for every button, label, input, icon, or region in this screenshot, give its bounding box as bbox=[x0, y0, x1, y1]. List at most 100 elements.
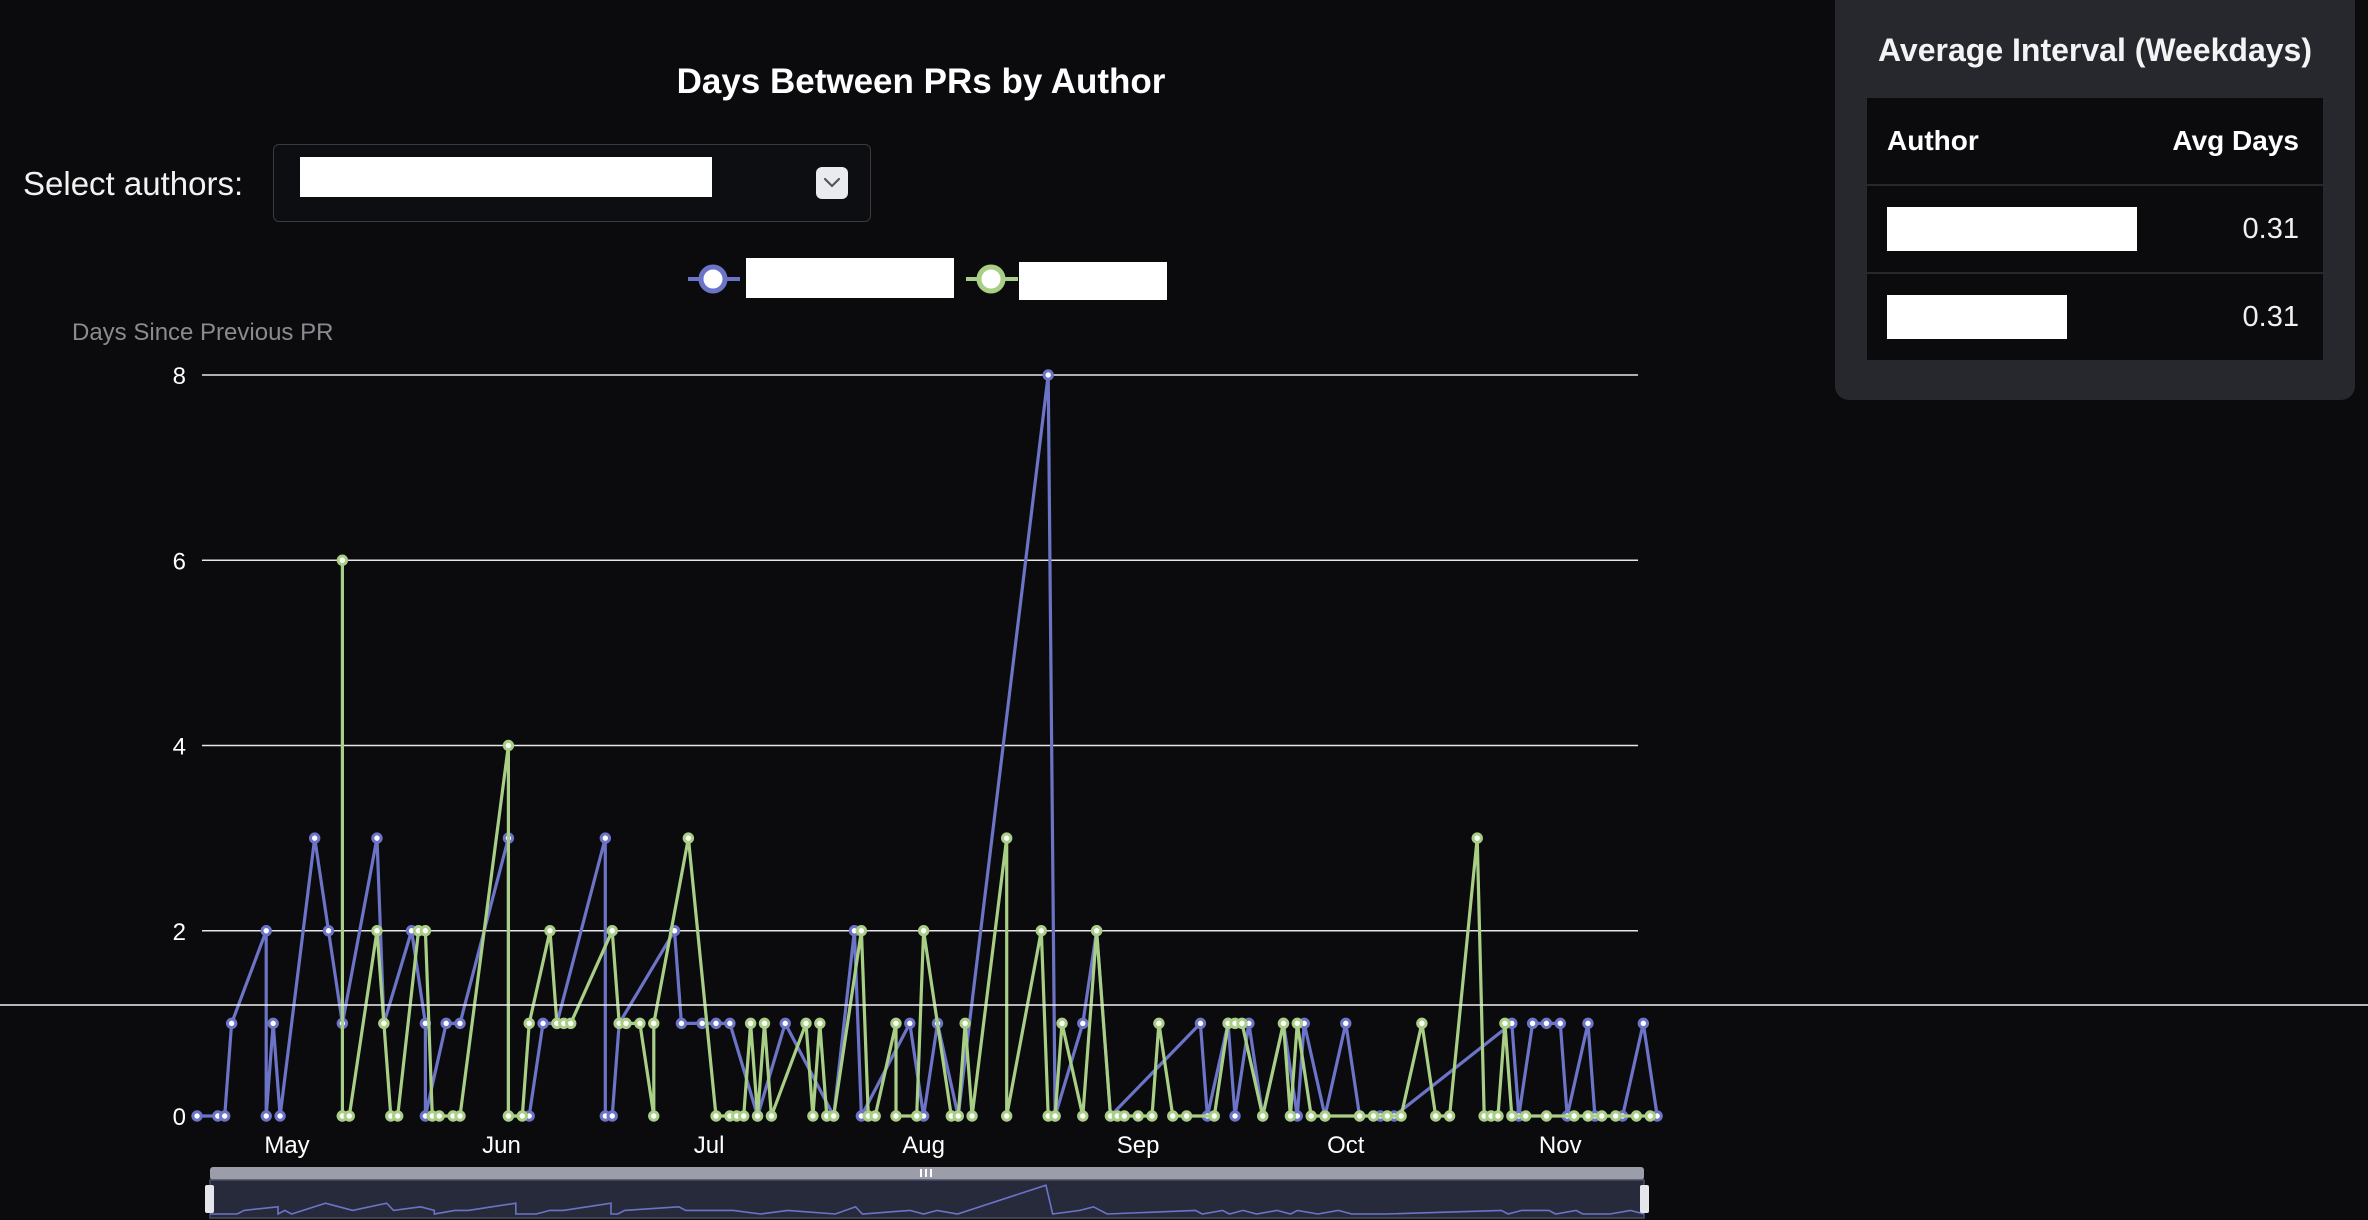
data-point bbox=[606, 925, 618, 937]
data-point bbox=[1540, 1017, 1553, 1030]
x-tick-label: Aug bbox=[902, 1132, 945, 1159]
data-point bbox=[1077, 1110, 1089, 1122]
data-point bbox=[890, 1017, 902, 1030]
data-point bbox=[260, 925, 272, 937]
data-point bbox=[1118, 1110, 1131, 1122]
avg-days-value: 0.31 bbox=[2242, 300, 2299, 333]
author-select-value-redacted bbox=[300, 157, 712, 197]
data-point bbox=[1229, 1110, 1241, 1122]
data-point bbox=[620, 1017, 632, 1030]
data-point bbox=[1609, 1110, 1622, 1122]
data-point bbox=[1554, 1017, 1566, 1030]
data-point bbox=[1049, 1110, 1061, 1122]
data-point bbox=[710, 1110, 722, 1122]
data-point bbox=[682, 832, 695, 844]
data-point bbox=[1582, 1017, 1594, 1030]
data-point bbox=[1090, 925, 1103, 937]
data-point bbox=[371, 925, 383, 937]
x-tick-label: May bbox=[264, 1132, 309, 1159]
data-point bbox=[392, 1110, 404, 1122]
column-header-avg-days: Avg Days bbox=[2172, 125, 2299, 156]
data-point bbox=[1630, 1110, 1643, 1122]
data-point bbox=[1000, 1110, 1013, 1122]
data-point bbox=[1506, 1110, 1518, 1122]
author-select-label: Select authors: bbox=[23, 165, 244, 202]
data-point bbox=[724, 1017, 736, 1030]
data-point bbox=[544, 925, 556, 937]
chevron-down-icon[interactable] bbox=[816, 167, 848, 199]
data-point bbox=[634, 1017, 646, 1030]
data-point bbox=[502, 739, 515, 752]
data-point bbox=[1430, 1110, 1442, 1122]
data-point bbox=[322, 925, 335, 937]
data-point bbox=[807, 1110, 819, 1122]
summary-panel: Average Interval (Weekdays) Author Avg D… bbox=[1835, 0, 2355, 400]
data-point bbox=[1519, 1110, 1532, 1122]
data-point bbox=[1568, 1110, 1580, 1122]
data-point bbox=[1257, 1110, 1269, 1122]
data-point bbox=[537, 1017, 549, 1030]
data-point bbox=[738, 1110, 750, 1122]
data-point bbox=[710, 1017, 722, 1030]
legend-marker-icon bbox=[966, 264, 1018, 294]
data-point bbox=[1167, 1110, 1179, 1122]
legend-item-series-2[interactable] bbox=[964, 258, 1170, 302]
data-point bbox=[1353, 1110, 1366, 1122]
data-point bbox=[1236, 1017, 1248, 1030]
data-point bbox=[1499, 1017, 1511, 1030]
data-point bbox=[869, 1110, 881, 1122]
data-point bbox=[952, 1110, 964, 1122]
x-tick-label: Sep bbox=[1117, 1132, 1160, 1159]
data-point bbox=[1305, 1110, 1317, 1122]
data-point bbox=[599, 832, 612, 844]
data-point bbox=[814, 1017, 826, 1030]
y-tick-label: 4 bbox=[173, 734, 186, 761]
table-row: 0.31 bbox=[1867, 186, 2323, 274]
data-point bbox=[648, 1017, 660, 1030]
author-select[interactable] bbox=[273, 144, 871, 222]
x-tick-label: Jun bbox=[482, 1132, 521, 1159]
data-point bbox=[1540, 1110, 1553, 1122]
y-tick-label: 8 bbox=[173, 363, 186, 390]
data-point bbox=[1367, 1110, 1380, 1122]
drag-handle-icon[interactable] bbox=[1640, 1185, 1649, 1213]
data-point bbox=[260, 1110, 272, 1122]
data-point bbox=[917, 925, 930, 937]
data-point bbox=[1416, 1017, 1428, 1030]
data-point bbox=[1194, 1017, 1207, 1030]
data-point bbox=[1526, 1017, 1539, 1030]
drag-handle-icon[interactable] bbox=[205, 1185, 214, 1213]
data-point bbox=[1000, 832, 1013, 844]
data-point bbox=[191, 1110, 203, 1122]
data-point bbox=[1492, 1110, 1504, 1122]
data-point bbox=[565, 1017, 577, 1030]
drag-handle-icon[interactable] bbox=[920, 1169, 932, 1177]
data-point bbox=[1395, 1110, 1407, 1122]
legend-label-redacted bbox=[1019, 262, 1167, 300]
y-tick-label: 0 bbox=[173, 1104, 186, 1131]
data-point bbox=[1056, 1017, 1068, 1030]
navigator-preview-line bbox=[210, 1184, 1645, 1216]
data-point bbox=[1340, 1017, 1352, 1030]
data-point bbox=[890, 1110, 902, 1122]
data-point bbox=[1637, 1017, 1650, 1030]
data-point bbox=[1443, 1110, 1456, 1122]
x-tick-label: Nov bbox=[1539, 1132, 1582, 1159]
data-point bbox=[502, 1110, 515, 1122]
data-point bbox=[1153, 1017, 1165, 1030]
data-point bbox=[454, 1017, 466, 1030]
column-header-author: Author bbox=[1887, 125, 1979, 156]
data-point bbox=[1277, 1017, 1290, 1030]
data-point bbox=[454, 1110, 466, 1122]
data-point bbox=[1180, 1110, 1193, 1122]
data-point bbox=[274, 1110, 286, 1122]
legend-marker-icon bbox=[688, 264, 740, 294]
data-point bbox=[225, 1017, 238, 1030]
data-point bbox=[1644, 1110, 1656, 1122]
data-point bbox=[378, 1017, 390, 1030]
data-point bbox=[523, 1017, 535, 1030]
data-point bbox=[1471, 832, 1483, 844]
series-line bbox=[340, 558, 1651, 1118]
legend-item-series-1[interactable] bbox=[686, 258, 956, 300]
data-point bbox=[1284, 1110, 1297, 1122]
